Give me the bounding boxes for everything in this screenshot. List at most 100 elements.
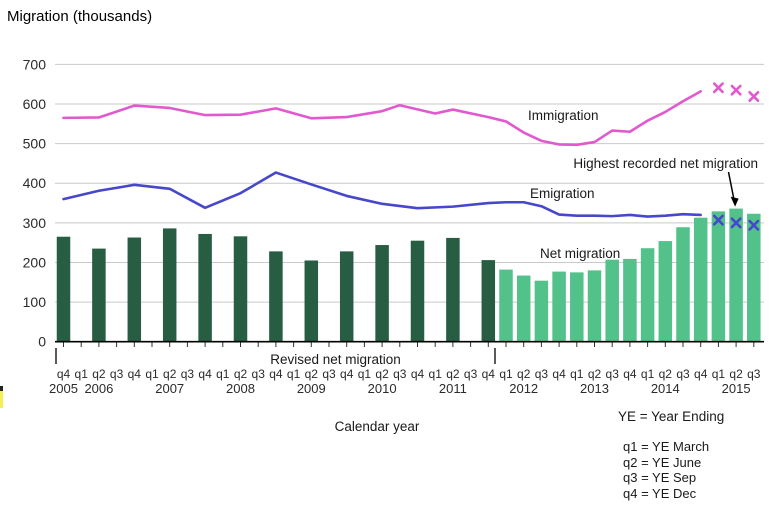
quarter-tick-label: q3 bbox=[535, 367, 549, 381]
revised-net-migration-bar bbox=[269, 251, 283, 342]
immigration-provisional-marker bbox=[748, 90, 760, 102]
quarter-tick-label: q3 bbox=[252, 367, 266, 381]
quarter-tick-label: q2 bbox=[517, 367, 531, 381]
quarter-tick-label: q4 bbox=[482, 367, 496, 381]
legend-q1: q1 = YE March bbox=[623, 439, 710, 454]
year-tick-label: 2013 bbox=[580, 381, 609, 396]
quarter-tick-label: q4 bbox=[198, 367, 212, 381]
emigration-provisional-marker bbox=[748, 219, 760, 231]
revised-net-migration-bar bbox=[92, 248, 106, 342]
year-tick-label: 2012 bbox=[509, 381, 538, 396]
net-migration-bar bbox=[499, 269, 513, 342]
annotation-arrow bbox=[727, 171, 735, 198]
revised-net-migration-bar bbox=[375, 245, 389, 342]
net-migration-bar bbox=[693, 217, 708, 342]
quarter-tick-label: q4 bbox=[128, 367, 142, 381]
emigration-series-label: Emigration bbox=[530, 186, 595, 201]
net-migration-bar bbox=[623, 258, 637, 342]
quarter-tick-label: q1 bbox=[145, 367, 159, 381]
y-tick-label: 200 bbox=[23, 254, 47, 270]
emigration-provisional-marker bbox=[712, 214, 724, 226]
quarter-tick-label: q4 bbox=[411, 367, 425, 381]
revised-net-migration-label: Revised net migration bbox=[270, 352, 401, 367]
quarter-tick-label: q4 bbox=[269, 367, 283, 381]
revised-net-migration-bar bbox=[446, 237, 460, 342]
net-migration-bar bbox=[640, 248, 655, 342]
quarter-tick-label: q4 bbox=[340, 367, 354, 381]
y-tick-label: 700 bbox=[23, 56, 47, 72]
y-tick-label: 0 bbox=[38, 334, 46, 350]
screen-edge-artifact bbox=[0, 391, 3, 408]
net-migration-series-label: Net migration bbox=[540, 246, 621, 261]
quarter-tick-label: q1 bbox=[429, 367, 443, 381]
revised-net-migration-bar bbox=[162, 228, 177, 342]
y-tick-label: 100 bbox=[23, 294, 47, 310]
net-migration-bar bbox=[711, 211, 726, 342]
y-tick-label: 400 bbox=[23, 175, 47, 191]
year-tick-label: 2015 bbox=[722, 381, 751, 396]
year-tick-label: 2005 bbox=[49, 381, 78, 396]
net-migration-bar bbox=[747, 213, 761, 342]
legend-year-ending: YE = Year Ending bbox=[618, 409, 725, 424]
quarter-tick-label: q2 bbox=[446, 367, 460, 381]
y-tick-label: 300 bbox=[23, 215, 47, 231]
year-tick-label: 2009 bbox=[297, 381, 326, 396]
quarter-tick-label: q1 bbox=[287, 367, 301, 381]
revised-net-migration-bar bbox=[304, 260, 319, 342]
y-tick-label: 600 bbox=[23, 96, 47, 112]
immigration-line bbox=[62, 90, 703, 147]
quarter-tick-label: q4 bbox=[552, 367, 566, 381]
revised-net-migration-bar bbox=[481, 260, 496, 342]
y-tick-label: 500 bbox=[23, 136, 47, 152]
immigration-provisional-marker bbox=[730, 84, 742, 96]
quarter-tick-label: q1 bbox=[216, 367, 230, 381]
immigration-series-label: Immigration bbox=[528, 108, 599, 123]
net-migration-bar bbox=[658, 241, 673, 342]
year-tick-label: 2006 bbox=[84, 381, 113, 396]
revised-net-migration-bar bbox=[56, 236, 71, 342]
legend-q4: q4 = YE Dec bbox=[623, 486, 697, 501]
quarter-tick-label: q1 bbox=[358, 367, 372, 381]
quarter-tick-label: q2 bbox=[234, 367, 248, 381]
quarter-tick-label: q4 bbox=[623, 367, 637, 381]
revised-net-migration-bar bbox=[198, 233, 212, 342]
quarter-tick-label: q1 bbox=[712, 367, 726, 381]
net-migration-bar bbox=[552, 271, 566, 342]
screen-edge-artifact bbox=[0, 386, 3, 391]
quarter-tick-label: q3 bbox=[464, 367, 478, 381]
quarter-tick-label: q1 bbox=[75, 367, 89, 381]
quarter-tick-label: q4 bbox=[694, 367, 708, 381]
x-axis-title: Calendar year bbox=[334, 419, 420, 434]
quarter-tick-label: q3 bbox=[110, 367, 124, 381]
year-tick-label: 2014 bbox=[651, 381, 680, 396]
quarter-tick-label: q3 bbox=[606, 367, 620, 381]
year-tick-label: 2010 bbox=[368, 381, 397, 396]
quarter-tick-label: q1 bbox=[499, 367, 513, 381]
quarter-tick-label: q1 bbox=[641, 367, 655, 381]
revised-net-migration-bar bbox=[410, 240, 425, 342]
year-tick-label: 2008 bbox=[226, 381, 255, 396]
revised-net-migration-bar bbox=[233, 236, 248, 342]
quarter-tick-label: q2 bbox=[729, 367, 743, 381]
revised-net-migration-bar bbox=[339, 251, 354, 342]
year-tick-label: 2007 bbox=[155, 381, 184, 396]
quarter-tick-label: q2 bbox=[659, 367, 673, 381]
net-migration-bar bbox=[516, 275, 531, 342]
annotation-arrowhead bbox=[730, 196, 739, 207]
highest-net-migration-annotation: Highest recorded net migration bbox=[573, 156, 758, 171]
immigration-provisional-marker bbox=[712, 82, 724, 94]
quarter-tick-label: q3 bbox=[676, 367, 690, 381]
year-tick-label: 2011 bbox=[439, 381, 467, 396]
quarter-tick-label: q2 bbox=[305, 367, 319, 381]
quarter-tick-label: q2 bbox=[588, 367, 602, 381]
net-migration-bar bbox=[534, 280, 549, 342]
net-migration-bar bbox=[676, 227, 690, 342]
legend-q3: q3 = YE Sep bbox=[623, 470, 697, 485]
legend-q2: q2 = YE June bbox=[623, 455, 702, 470]
quarter-tick-label: q3 bbox=[181, 367, 195, 381]
net-migration-bar bbox=[587, 270, 602, 342]
quarter-tick-label: q2 bbox=[375, 367, 389, 381]
net-migration-bar bbox=[605, 259, 619, 342]
